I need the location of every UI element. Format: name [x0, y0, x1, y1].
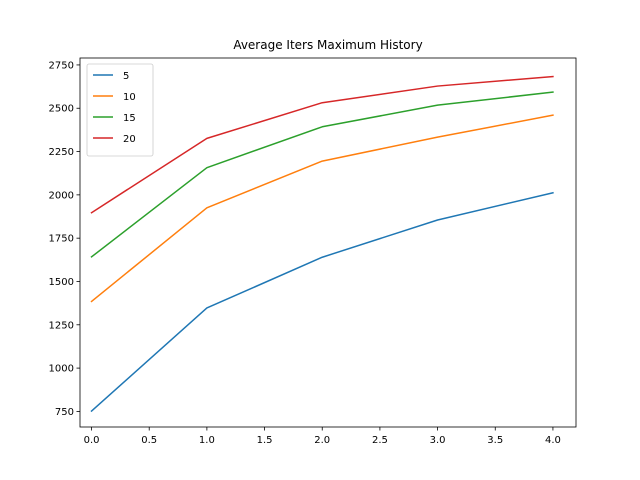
y-tick-label: 750	[55, 407, 74, 418]
y-tick-label: 2250	[49, 147, 74, 158]
y-tick-label: 1250	[49, 320, 74, 331]
series-line-15	[90, 91, 554, 258]
x-tick-label: 3.0	[430, 435, 446, 446]
series-line-10	[90, 114, 554, 303]
x-tick-label: 2.0	[314, 435, 330, 446]
legend: 5 10 15 20	[86, 63, 154, 157]
x-tick-label: 0.0	[84, 435, 100, 446]
series-layer	[90, 75, 554, 413]
legend-label-20: 20	[123, 134, 136, 145]
x-tick-label: 1.5	[257, 435, 273, 446]
chart-title: Average Iters Maximum History	[233, 38, 422, 52]
legend-label-15: 15	[123, 113, 136, 124]
legend-label-10: 10	[123, 92, 136, 103]
x-axis: 0.0 0.5 1.0 1.5 2.0 2.5 3.0 3.5 4.0	[84, 427, 561, 446]
legend-label-5: 5	[123, 71, 129, 82]
plot-frame	[79, 57, 577, 428]
x-tick-label: 0.5	[141, 435, 157, 446]
y-tick-label: 1750	[49, 234, 74, 245]
y-tick-label: 1500	[49, 277, 74, 288]
y-tick-label: 2000	[49, 190, 74, 201]
y-tick-label: 2750	[49, 60, 74, 71]
legend-box	[86, 63, 154, 157]
x-tick-label: 4.0	[545, 435, 561, 446]
x-tick-label: 3.5	[487, 435, 503, 446]
x-tick-label: 1.0	[199, 435, 215, 446]
series-line-5	[90, 191, 554, 413]
y-tick-label: 2500	[49, 104, 74, 115]
y-axis: 750 1000 1250 1500 1750 2000 2250 2500 2750	[49, 60, 80, 418]
x-tick-label: 2.5	[372, 435, 388, 446]
y-tick-label: 1000	[49, 364, 74, 375]
series-line-20	[90, 75, 554, 214]
